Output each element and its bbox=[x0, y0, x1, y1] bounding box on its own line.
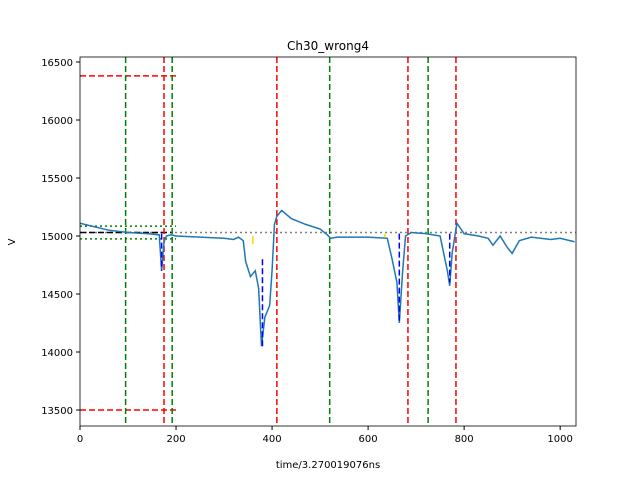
y-tick-label: 16500 bbox=[41, 58, 73, 69]
x-tick-label: 200 bbox=[166, 434, 185, 445]
y-tick-label: 13500 bbox=[41, 406, 73, 417]
x-tick-label: 600 bbox=[359, 434, 378, 445]
chart-title: Ch30_wrong4 bbox=[287, 39, 369, 53]
x-tick-label: 400 bbox=[263, 434, 282, 445]
y-tick-label: 14500 bbox=[41, 290, 73, 301]
data-line bbox=[80, 209, 575, 347]
x-tick-label: 800 bbox=[455, 434, 474, 445]
y-tick-label: 16000 bbox=[41, 116, 73, 127]
x-axis-label: time/3.270019076ns bbox=[276, 460, 380, 471]
plot-frame bbox=[79, 56, 577, 427]
x-tick-label: 0 bbox=[77, 434, 83, 445]
y-tick-label: 15500 bbox=[41, 174, 73, 185]
y-tick-label: 15000 bbox=[41, 232, 73, 243]
y-tick-label: 14000 bbox=[41, 348, 73, 359]
y-axis-label: V bbox=[7, 238, 18, 245]
x-tick-label: 1000 bbox=[547, 434, 572, 445]
